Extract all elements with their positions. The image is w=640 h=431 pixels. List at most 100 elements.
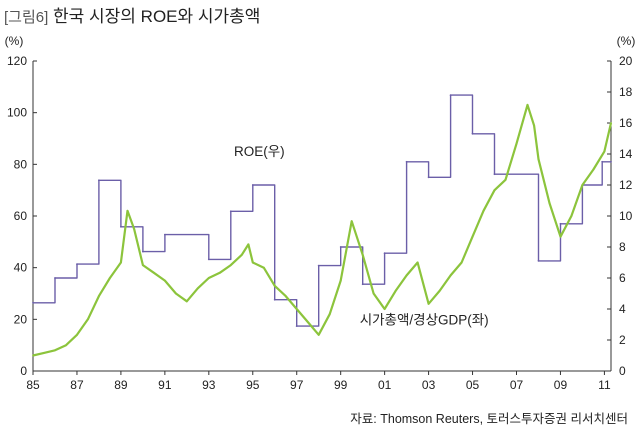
left-axis: (%) 0 20 40 60 80 100 120: [5, 34, 37, 378]
market-cap-gdp-point: [416, 261, 419, 264]
market-cap-gdp-point: [405, 274, 408, 277]
market-cap-gdp-point: [133, 228, 136, 230]
roe-series-line: [33, 94, 611, 327]
market-cap-gdp-series-line: [32, 103, 613, 357]
roe-point: [229, 210, 232, 213]
roe-point: [164, 233, 166, 236]
right-tick-label: 10: [619, 209, 633, 223]
market-cap-gdp-point: [251, 261, 254, 264]
roe-point: [295, 325, 298, 327]
market-cap-gdp-point: [449, 274, 452, 277]
right-tick-label: 8: [619, 240, 626, 254]
market-cap-gdp-point: [120, 261, 122, 264]
market-cap-gdp-point: [218, 271, 221, 274]
market-cap-gdp-point: [526, 104, 529, 106]
market-cap-gdp-point: [153, 271, 155, 274]
x-tick-label: 03: [422, 378, 436, 392]
roe-point: [449, 94, 452, 96]
market-cap-gdp-point: [471, 235, 474, 238]
market-cap-gdp-point: [32, 354, 34, 357]
right-tick-label: 2: [619, 333, 626, 347]
market-cap-gdp-point: [98, 295, 100, 297]
left-tick-label: 120: [7, 54, 27, 68]
x-tick-label: 95: [246, 378, 260, 392]
x-tick-label: 11: [598, 378, 611, 392]
left-tick-label: 100: [7, 106, 27, 120]
market-cap-gdp-point: [438, 290, 441, 292]
x-tick-label: 97: [290, 378, 304, 392]
annotation-layer: ROE(우) 시가총액/경상GDP(좌): [234, 144, 489, 328]
roe-series-label: ROE(우): [234, 144, 285, 159]
market-cap-gdp-point: [317, 333, 320, 336]
right-tick-label: 18: [619, 85, 633, 99]
x-tick-label: 07: [510, 378, 524, 392]
market-cap-gdp-point: [247, 243, 250, 246]
x-tick-label: 01: [378, 378, 392, 392]
roe-point: [32, 301, 34, 304]
market-cap-gdp-point: [559, 235, 562, 238]
left-tick-label: 60: [14, 209, 28, 223]
plot-frame: [32, 61, 612, 372]
market-cap-gdp-point: [306, 321, 309, 323]
right-tick-label: 0: [619, 364, 626, 378]
market-cap-gdp-point: [581, 184, 584, 186]
market-cap-gdp-point: [383, 308, 386, 310]
roe-point: [537, 260, 540, 262]
market-cap-gdp-point: [164, 279, 166, 282]
market-cap-gdp-point: [460, 261, 463, 264]
x-tick-label: 09: [554, 378, 568, 392]
roe-point: [207, 258, 210, 261]
market-cap-gdp-point: [126, 209, 129, 212]
right-tick-label: 6: [619, 271, 626, 285]
x-tick-label: 93: [202, 378, 216, 392]
market-cap-gdp-point: [339, 279, 342, 282]
market-cap-gdp-point: [240, 253, 243, 256]
x-tick-label: 91: [158, 378, 172, 392]
roe-point: [54, 277, 56, 279]
right-axis: (%) 0 2 4 6 8 10 12 14 16 18 20: [607, 34, 635, 378]
market-cap-gdp-series-label: 시가총액/경상GDP(좌): [360, 313, 489, 328]
right-axis-unit: (%): [617, 34, 636, 48]
market-cap-gdp-point: [175, 292, 177, 295]
market-cap-gdp-point: [295, 308, 298, 310]
left-tick-label: 0: [20, 364, 27, 378]
roe-point: [361, 283, 364, 286]
roe-point: [405, 160, 408, 163]
market-cap-gdp-point: [54, 349, 56, 352]
market-cap-gdp-point: [592, 168, 595, 171]
market-cap-gdp-point: [109, 277, 111, 279]
market-cap-gdp-point: [207, 277, 210, 279]
roe-point: [383, 252, 386, 255]
market-cap-gdp-point: [482, 209, 485, 212]
market-cap-gdp-point: [284, 295, 287, 297]
market-cap-gdp-point: [610, 122, 612, 124]
market-cap-gdp-point: [87, 318, 89, 321]
market-cap-gdp-point: [372, 292, 375, 295]
market-cap-gdp-point: [427, 302, 430, 305]
figure-label: [그림6]: [4, 9, 49, 26]
source-note: 자료: Thomson Reuters, 토러스투자증권 리서치센터: [350, 412, 628, 426]
right-tick-label: 14: [619, 147, 633, 161]
market-cap-gdp-point: [548, 202, 551, 205]
x-tick-label: 89: [114, 378, 128, 392]
left-tick-label: 80: [14, 157, 28, 171]
left-tick-label: 40: [14, 261, 28, 275]
roe-point: [251, 184, 254, 186]
right-tick-label: 16: [619, 116, 633, 130]
chart-title: [그림6] 한국 시장의 ROE와 시가총액: [4, 2, 260, 27]
roe-point: [76, 263, 78, 265]
market-cap-gdp-point: [185, 300, 188, 303]
x-tick-label: 99: [334, 378, 348, 392]
series-layer: [32, 94, 613, 357]
roe-point: [493, 173, 496, 176]
left-axis-unit: (%): [5, 34, 24, 48]
roe-point: [601, 160, 604, 163]
right-tick-label: 20: [619, 54, 633, 68]
market-cap-gdp-point: [493, 189, 496, 192]
market-cap-gdp-point: [65, 344, 67, 347]
x-tick-label: 85: [26, 378, 40, 392]
left-tick-label: 20: [14, 312, 28, 326]
market-cap-gdp-point: [603, 150, 606, 153]
roe-point: [471, 132, 474, 135]
